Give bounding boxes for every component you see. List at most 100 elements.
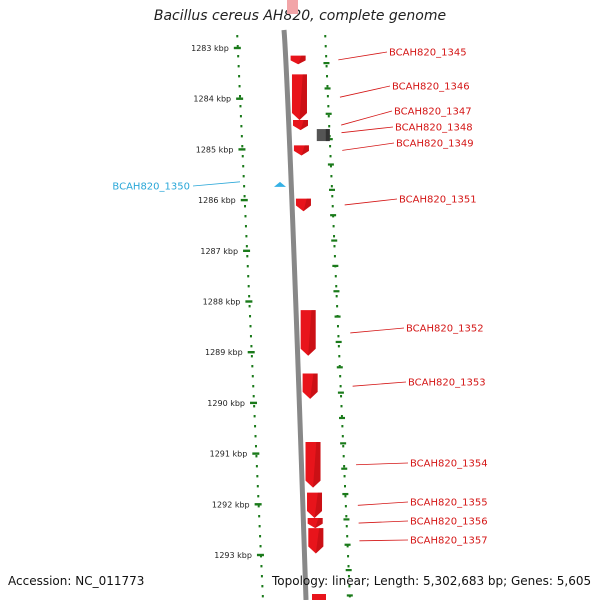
rna-arrow[interactable] [274, 181, 286, 187]
gene-label[interactable]: BCAH820_1347 [394, 107, 472, 118]
gene-label[interactable]: BCAH820_1345 [389, 48, 467, 59]
ruler-dot-left [250, 355, 253, 358]
gene-arrow[interactable] [308, 528, 324, 554]
gene-label[interactable]: BCAH820_1356 [410, 517, 488, 528]
gene-arrow-shade [299, 74, 307, 120]
ruler-dot-right [343, 465, 346, 468]
label-leader-line [192, 181, 241, 187]
gene-arrow[interactable] [307, 517, 323, 529]
label-leader-line [341, 126, 394, 134]
ruler-tick-label: 1287 kbp [200, 247, 238, 256]
gene-label[interactable]: BCAH820_1353 [408, 378, 486, 389]
gene-arrow[interactable] [291, 74, 307, 120]
ruler-dot-right [347, 555, 350, 558]
gene-arrow-shade [314, 492, 323, 518]
feature-bcah820-1354[interactable] [305, 441, 321, 488]
feature-bcah820-1345[interactable] [290, 55, 306, 65]
gene-arrow[interactable] [305, 441, 321, 488]
gene-arrow[interactable] [302, 373, 318, 399]
feature-bcah820-1356[interactable] [307, 517, 323, 529]
genome-summary-text: Topology: linear; Length: 5,302,683 bp; … [272, 574, 592, 588]
ruler-dot-left [245, 235, 248, 238]
ruler-dot-right [326, 95, 329, 98]
ruler-dot-right [335, 285, 338, 288]
feature-bcah820-1348[interactable] [316, 129, 330, 142]
ruler-dot-left [236, 45, 239, 48]
gene-label[interactable]: BCAH820_1350 [112, 182, 190, 193]
ruler-dot-left [257, 505, 260, 508]
ruler-dot-left [247, 285, 250, 288]
gene-label[interactable]: BCAH820_1346 [392, 82, 470, 93]
ruler-dot-left [239, 115, 242, 118]
gene-label[interactable]: BCAH820_1357 [410, 536, 488, 547]
ruler-major-tick [243, 249, 251, 252]
gene-label[interactable]: BCAH820_1352 [406, 324, 484, 335]
accession-text: Accession: NC_011773 [8, 574, 145, 588]
ruler-dot-left [246, 265, 249, 268]
ruler-dot-left [236, 35, 239, 38]
feature-bcah820-1355[interactable] [307, 492, 323, 518]
ruler-dot-right [347, 575, 350, 578]
ruler-major-tick-right [334, 315, 341, 318]
gene-arrow[interactable] [307, 492, 323, 518]
ruler-dot-left [250, 345, 253, 348]
ruler-dot-right [330, 185, 333, 188]
gene-arrow[interactable] [293, 119, 309, 131]
ruler-dot-right [343, 475, 346, 478]
ruler-major-tick [247, 351, 255, 354]
label-leader-line [344, 198, 398, 206]
chromosome-backbone[interactable] [281, 29, 309, 600]
gene-arrow-shade [300, 119, 309, 131]
ruler-tick-label: 1291 kbp [210, 450, 248, 459]
ruler-dot-left [243, 195, 246, 198]
ruler-dot-right [325, 65, 328, 68]
ruler-dot-right [342, 455, 345, 458]
feature-bcah820-1353[interactable] [302, 373, 318, 399]
feature-bcah820-1351[interactable] [295, 198, 311, 212]
ruler-dot-left [242, 165, 245, 168]
ruler-dot-right [344, 495, 347, 498]
ruler-major-tick-right [326, 138, 333, 141]
ruler-dot-left [239, 105, 242, 108]
gene-arrow[interactable] [293, 145, 309, 156]
gene-label[interactable]: BCAH820_1354 [410, 459, 488, 470]
ruler-dot-left [254, 435, 257, 438]
feature-bcah820-1346[interactable] [291, 74, 307, 120]
ruler-major-tick-right [325, 112, 332, 115]
ruler-major-tick-right [336, 366, 343, 369]
ruler-dot-right [328, 125, 331, 128]
ruler-tick-label: 1285 kbp [196, 145, 234, 154]
ruler-major-tick-right [331, 239, 338, 242]
gene-arrow[interactable] [295, 198, 311, 212]
label-leader-line [359, 539, 409, 542]
gene-label[interactable]: BCAH820_1349 [396, 139, 474, 150]
gene-label[interactable]: BCAH820_1351 [399, 195, 477, 206]
feature-bcah820-1357[interactable] [308, 528, 324, 554]
ruler-dot-left [261, 585, 264, 588]
ruler-dot-right [327, 105, 330, 108]
feature-bcah820-1349[interactable] [293, 145, 309, 156]
ruler-dot-left [258, 515, 261, 518]
gene-arrow[interactable] [290, 55, 306, 65]
ruler-dot-right [345, 515, 348, 518]
ruler-major-tick [254, 503, 262, 506]
label-leader-line [356, 462, 409, 466]
genome-title: Bacillus cereus AH820, complete genome [153, 8, 447, 24]
ruler-dot-left [237, 65, 240, 68]
ruler-dot-right [340, 415, 343, 418]
gene-label[interactable]: BCAH820_1348 [395, 123, 473, 134]
feature-bcah820-1352[interactable] [300, 310, 316, 356]
ruler-dot-right [337, 345, 340, 348]
gene-arrow[interactable] [300, 310, 316, 356]
ruler-major-tick-right [324, 87, 331, 90]
ruler-dot-left [242, 175, 245, 178]
ruler-dot-right [324, 45, 327, 48]
ruler-dot-right [333, 235, 336, 238]
feature-bcah820-1347[interactable] [293, 119, 309, 131]
feature-bcah820-1350[interactable] [274, 181, 286, 187]
gene-label[interactable]: BCAH820_1355 [410, 498, 488, 509]
ruler-major-tick-right [329, 188, 336, 191]
ruler-major-tick-right [343, 518, 350, 521]
ruler-dot-right [326, 85, 329, 88]
